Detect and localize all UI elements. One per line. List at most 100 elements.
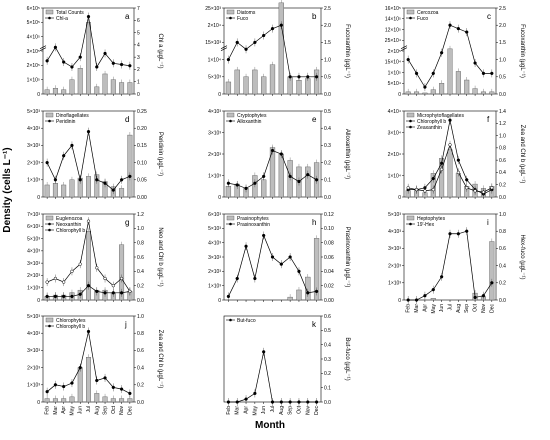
- right-tick-label: 1.5: [499, 40, 506, 46]
- left-tick-label: 1×10⁴: [208, 57, 221, 63]
- data-point: [78, 365, 82, 370]
- data-point: [423, 294, 427, 298]
- bar-prasinophytes: [287, 296, 293, 301]
- data-point: [103, 181, 107, 185]
- bar-cryptophytes: [278, 153, 284, 198]
- data-point: [53, 383, 58, 387]
- left-tick-label: 14×10⁵: [385, 17, 401, 23]
- bar-cercozoa: [480, 91, 486, 95]
- left-tick-label: 1×10⁴: [388, 173, 401, 179]
- left-tick-label: 3×10³: [27, 261, 40, 267]
- left-tick-label: 1×10³: [27, 286, 40, 292]
- axis-break-mark: [400, 47, 408, 51]
- bar-total-counts: [44, 89, 50, 95]
- bar-dinoflagellates: [61, 184, 67, 198]
- left-tick-label: 2×10³: [27, 273, 40, 279]
- legend-label: Alloxanthin: [237, 119, 262, 125]
- bar-chlorophytes: [61, 398, 67, 403]
- right-tick-label: 1.0: [137, 314, 144, 320]
- bar-cercozoa: [447, 48, 453, 95]
- bar-diatoms: [305, 78, 311, 95]
- left-tick-label: 4×10³: [208, 109, 221, 115]
- data-point: [270, 255, 275, 259]
- data-point: [288, 75, 292, 79]
- bar-cryptophytes: [261, 179, 267, 198]
- right-tick-label: 1.2: [499, 121, 506, 127]
- data-point: [244, 397, 248, 401]
- axis-break-mark: [400, 45, 408, 49]
- bar-diatoms: [261, 76, 267, 95]
- right-tick-label: 7: [137, 6, 140, 12]
- legend-swatch: [406, 215, 415, 221]
- data-point: [297, 269, 301, 273]
- legend-marker: [229, 16, 232, 20]
- left-tick-label: 0: [37, 195, 40, 201]
- bar-heptophytes: [489, 241, 495, 301]
- data-point: [45, 390, 49, 394]
- left-tick-label: 1×10⁵: [388, 70, 401, 76]
- panel-letter: h: [312, 218, 316, 227]
- bar-chlorophytes: [127, 398, 133, 403]
- data-point: [481, 294, 486, 298]
- data-point: [53, 276, 58, 281]
- legend-label: Chlorophytes: [56, 318, 86, 324]
- bar-total-counts: [52, 88, 58, 95]
- bar-total-counts: [110, 79, 116, 95]
- right-tick-label: 0.5: [324, 109, 331, 115]
- left-tick-label: 2×10³: [208, 152, 221, 158]
- right-tick-label: 0.0: [137, 298, 144, 304]
- bar-microphytoflagellates: [447, 149, 453, 198]
- legend-marker: [48, 119, 51, 123]
- right-tick-label: 0.00: [137, 195, 147, 201]
- legend-swatch: [406, 112, 415, 118]
- data-point: [279, 152, 283, 156]
- data-point: [431, 288, 435, 292]
- panel-d: d 0 1×10³ 2×10³ 3×10³ 4×10³ 5×10³ 0.00 0.05 0.10 0…: [27, 109, 163, 201]
- data-point: [244, 47, 248, 51]
- data-point: [78, 178, 82, 182]
- data-point: [314, 289, 319, 294]
- x-tick-label: Nov: [119, 406, 125, 415]
- legend-marker: [48, 324, 51, 328]
- bar-total-counts: [127, 82, 133, 95]
- legend-swatch: [45, 112, 54, 118]
- right-tick-label: 0: [137, 92, 140, 98]
- right-tick-label: 0.25: [137, 109, 147, 115]
- data-point: [119, 62, 124, 67]
- right-axis-label: Hex-fuco (µgL⁻¹): [519, 235, 525, 280]
- data-point: [465, 30, 469, 34]
- axis-break-mark: [39, 47, 47, 51]
- right-tick-label: 0.05: [137, 178, 147, 184]
- right-axis-label: But-fuco (µgL⁻¹): [344, 337, 350, 380]
- right-axis-label: Zea and Chl b (µgL⁻¹): [157, 330, 163, 389]
- panel-letter: g: [125, 218, 129, 227]
- left-tick-label: 0: [398, 92, 401, 98]
- right-tick-label: 0.10: [324, 226, 334, 232]
- data-point: [439, 275, 444, 279]
- left-tick-label: 15×10³: [205, 40, 221, 46]
- x-tick-label: Feb: [406, 304, 412, 313]
- right-tick-label: 0.4: [499, 263, 506, 269]
- bar-dinoflagellates: [69, 179, 75, 198]
- bar-dinoflagellates: [119, 188, 125, 198]
- data-point: [226, 181, 231, 185]
- right-tick-label: 0.0: [499, 195, 506, 201]
- right-tick-label: 1.0: [499, 133, 506, 139]
- left-tick-label: 3×10³: [27, 348, 40, 354]
- right-tick-label: 1.0: [499, 212, 506, 218]
- data-point: [414, 187, 419, 192]
- bar-cercozoa: [489, 91, 495, 95]
- panel-h: h 0 1×10³ 2×10³ 3×10³ 4×10³ 5×10³ 6×10³ 0.00 0.02…: [208, 212, 350, 304]
- data-point: [473, 295, 477, 300]
- bar-chlorophytes: [119, 398, 125, 403]
- data-point: [111, 291, 115, 295]
- legend-label: Chl-a: [56, 16, 68, 22]
- panel-f: f 0 1×10⁴ 2×10⁴ 3×10⁴ 4×10⁴ 0.0 0.2 0.4 0.6 0.8 1.0…: [388, 109, 525, 201]
- bar-cercozoa: [464, 79, 470, 95]
- bar-diatoms: [269, 64, 276, 95]
- line-19-hex: [408, 230, 493, 301]
- data-point: [86, 219, 91, 223]
- data-point: [253, 40, 257, 45]
- left-tick-label: 1×10³: [27, 383, 40, 389]
